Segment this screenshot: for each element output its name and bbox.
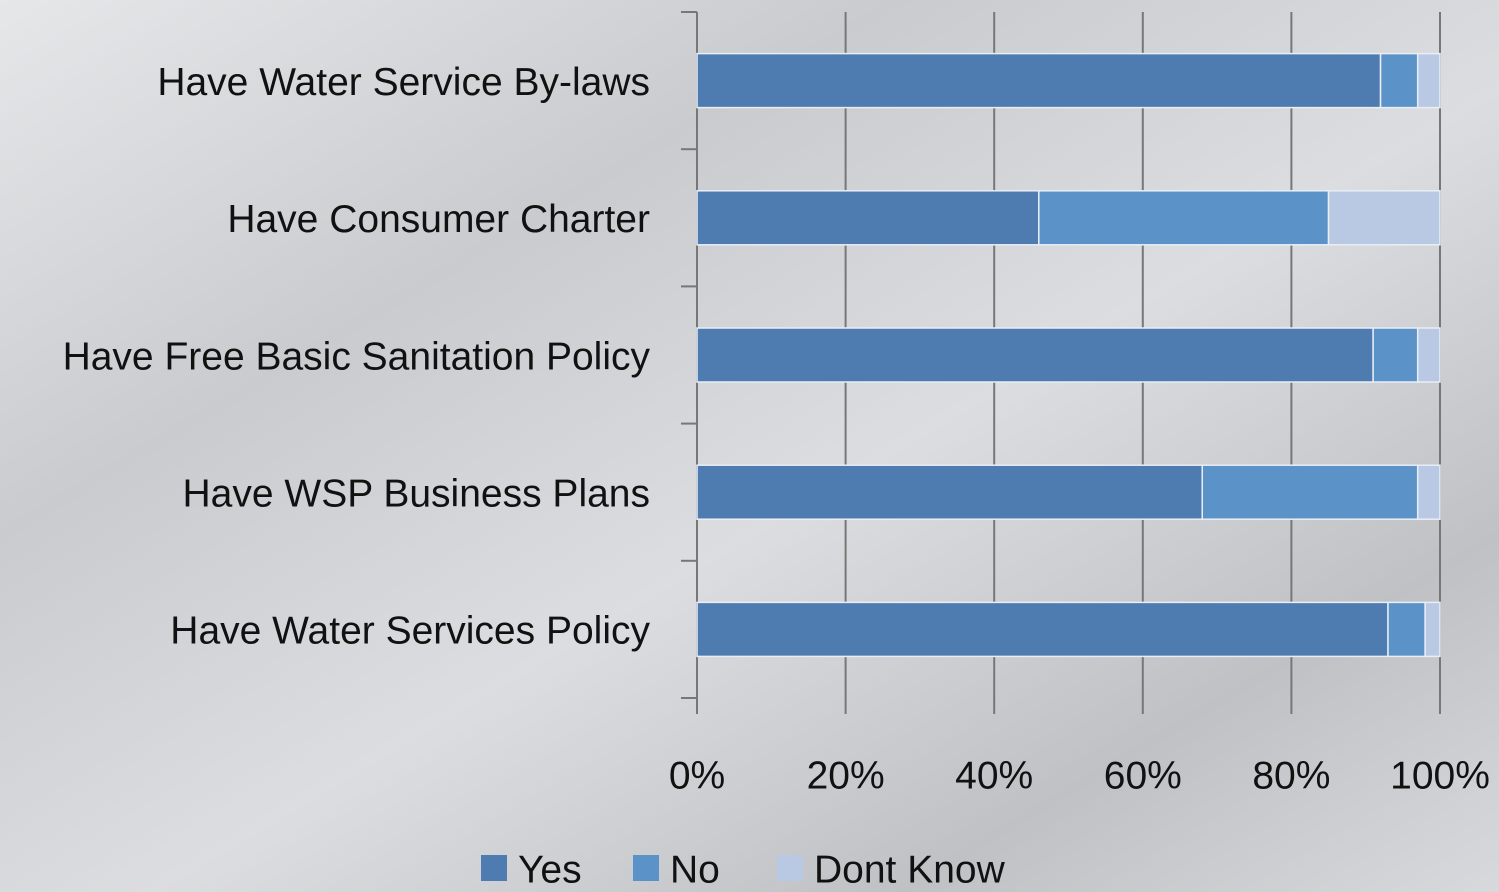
y-tick-label: Have Water Services Policy <box>170 610 650 653</box>
x-tick-label: 40% <box>955 754 1033 797</box>
bar-segment <box>1372 327 1419 383</box>
legend-label: No <box>670 848 720 891</box>
bar-segment <box>1416 464 1441 520</box>
y-tick-label: Have Consumer Charter <box>227 198 650 241</box>
bar-segment <box>1387 601 1426 658</box>
bar-segment <box>1327 190 1441 246</box>
bar-segment <box>1038 190 1330 246</box>
x-tick-label: 60% <box>1104 754 1182 797</box>
x-tick-label: 0% <box>669 754 725 797</box>
bar-segment <box>1201 464 1419 520</box>
bar-segment <box>1379 52 1419 109</box>
bar-segment <box>1416 52 1441 109</box>
legend-swatch <box>633 855 659 881</box>
x-tick-label: 80% <box>1252 754 1330 797</box>
x-tick-label: 100% <box>1390 754 1490 797</box>
y-tick-label: Have Free Basic Sanitation Policy <box>63 335 651 378</box>
bar-segment <box>696 464 1203 520</box>
legend-label: Dont Know <box>814 848 1006 891</box>
legend-swatch <box>481 855 507 881</box>
x-tick-label: 20% <box>807 754 885 797</box>
bar-segment <box>696 52 1382 109</box>
legend-label: Yes <box>518 848 582 891</box>
bar-segment <box>1416 327 1441 383</box>
legend-swatch <box>777 855 803 881</box>
y-tick-label: Have Water Service By-laws <box>157 61 650 104</box>
bar-segment <box>1424 601 1441 658</box>
bar-segment <box>696 327 1374 383</box>
y-tick-label: Have WSP Business Plans <box>183 472 651 515</box>
bar-segment <box>696 601 1389 658</box>
bar-segment <box>696 190 1040 246</box>
